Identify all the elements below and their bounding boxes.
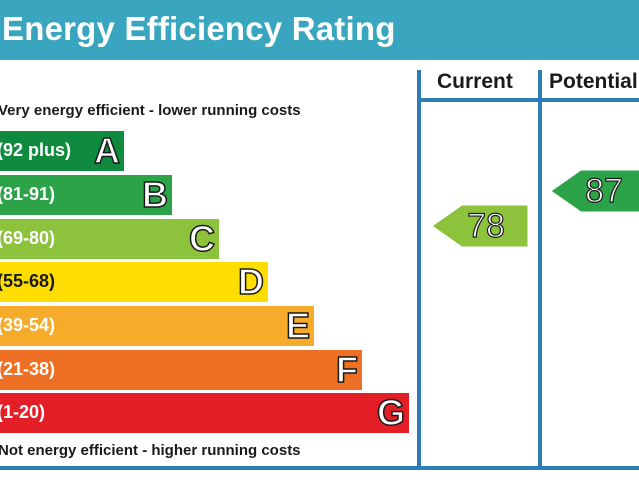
column-header-current: Current [437,70,513,93]
potential-rating-arrow [550,169,639,213]
band-a: (92 plus) A [0,131,124,171]
band-d-range: (55-68) [0,271,56,291]
band-e-range: (39-54) [0,315,56,335]
current-rating-arrow-shape [431,204,529,248]
band-c-range: (69-80) [0,228,56,248]
column-header-potential: Potential [549,70,638,93]
band-d: (55-68) D [0,262,268,302]
band-b-range: (81-91) [0,184,56,204]
band-a-letter: A [93,131,121,171]
band-c: (69-80) C [0,219,219,259]
divider-middle [538,70,542,470]
band-f-letter: F [335,350,359,390]
bottom-note: Not energy efficient - higher running co… [0,442,301,459]
potential-rating-value: 87 [584,171,623,210]
header-bar: Energy Efficiency Rating [0,0,639,60]
band-f-range: (21-38) [0,359,56,379]
band-b-letter: B [141,175,169,215]
band-e-letter: E [285,306,311,346]
band-f: (21-38) F [0,350,362,390]
header-underline [417,98,639,102]
band-a-range: (92 plus) [0,140,72,160]
band-d-letter: D [237,262,265,302]
top-note: Very energy efficient - lower running co… [0,102,301,119]
band-b: (81-91) B [0,175,172,215]
bottom-border [0,466,639,470]
current-rating-value: 78 [466,206,505,245]
potential-rating-arrow-shape [550,169,639,213]
band-c-letter: C [188,219,216,259]
band-g: (1-20) G [0,393,409,433]
band-g-range: (1-20) [0,402,46,422]
divider-left [417,70,421,470]
band-g-letter: G [376,393,406,433]
chart-title: Energy Efficiency Rating [2,10,396,47]
band-e: (39-54) E [0,306,314,346]
current-rating-arrow [431,204,529,248]
